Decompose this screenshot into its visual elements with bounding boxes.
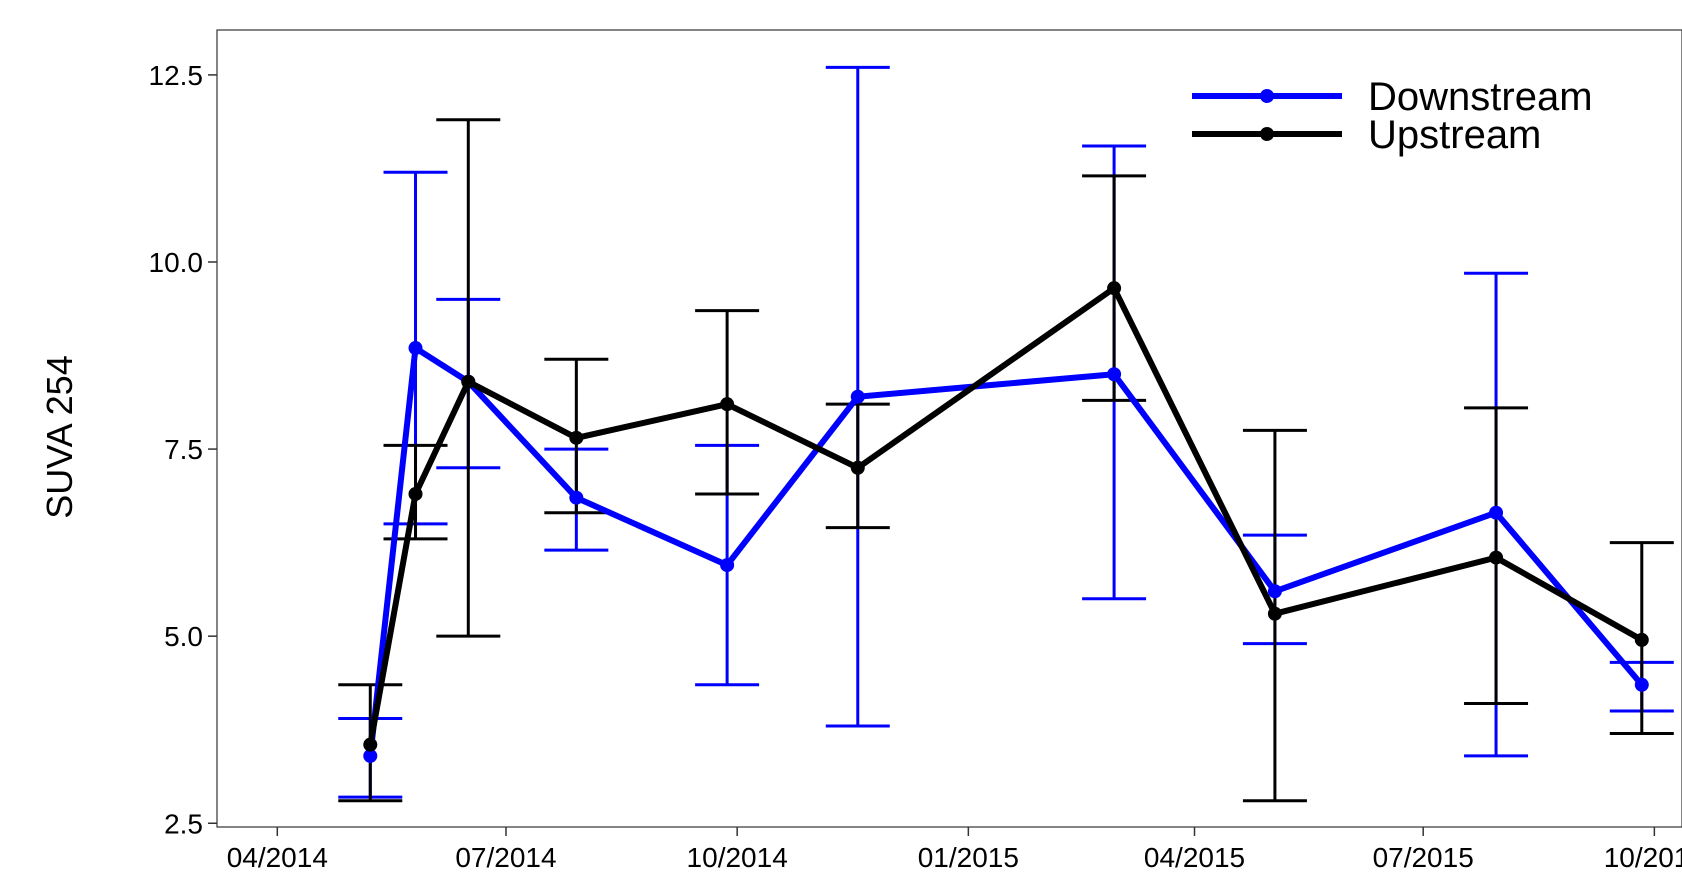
- legend-upstream-marker: [1260, 127, 1274, 141]
- downstream-point: [569, 490, 584, 505]
- series-points: [363, 281, 1649, 763]
- upstream-point: [1267, 606, 1282, 621]
- y-tick-label: 10.0: [149, 247, 204, 278]
- legend-downstream-marker: [1260, 89, 1274, 103]
- error-bars: [338, 65, 1674, 803]
- y-axis-title-group: SUVA 254: [39, 355, 80, 518]
- y-tick-label: 12.5: [149, 60, 204, 91]
- y-axis-title: SUVA 254: [39, 355, 80, 518]
- downstream-point: [720, 558, 735, 573]
- downstream-point: [408, 341, 423, 356]
- x-tick-label: 07/2014: [455, 842, 556, 873]
- downstream-point: [363, 748, 378, 763]
- y-tick-label: 5.0: [164, 621, 203, 652]
- upstream-point: [1634, 632, 1649, 647]
- upstream-point: [363, 737, 378, 752]
- x-tick-label: 07/2015: [1373, 842, 1474, 873]
- upstream-point: [850, 460, 865, 475]
- series-lines: [367, 285, 1645, 757]
- downstream-point: [850, 389, 865, 404]
- upstream-point: [1107, 281, 1122, 296]
- x-tick-label: 01/2015: [918, 842, 1019, 873]
- downstream-point: [1267, 584, 1282, 599]
- downstream-line: [367, 345, 1645, 757]
- upstream-point: [408, 486, 423, 501]
- upstream-point: [569, 430, 584, 445]
- plot-panel-border: [216, 29, 1682, 828]
- x-tick-label: 10/2015: [1604, 842, 1682, 873]
- downstream-point: [1489, 505, 1504, 520]
- upstream-point: [461, 374, 476, 389]
- axes: 2.5 5.0 7.5 10.0 12.5 04/2014 07/2014 10/2014 01…: [149, 60, 1682, 873]
- y-tick-label: 2.5: [164, 808, 203, 839]
- y-tick-label: 7.5: [164, 434, 203, 465]
- x-tick-label: 04/2014: [227, 842, 328, 873]
- legend-downstream-label: Downstream: [1368, 75, 1593, 119]
- upstream-line: [367, 285, 1644, 746]
- legend-upstream-label: Upstream: [1368, 113, 1541, 157]
- upstream-point: [1489, 550, 1504, 565]
- x-tick-label: 10/2014: [687, 842, 788, 873]
- x-tick-label: 04/2015: [1144, 842, 1245, 873]
- downstream-point: [1634, 677, 1649, 692]
- downstream-point: [1107, 367, 1122, 382]
- upstream-point: [720, 397, 735, 412]
